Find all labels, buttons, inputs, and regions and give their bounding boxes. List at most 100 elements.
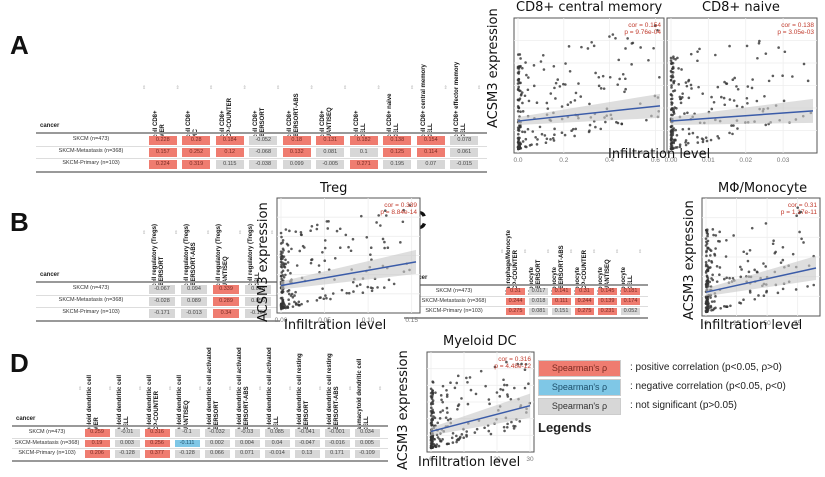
sort-icon[interactable]: ⇕ xyxy=(142,85,147,92)
sort-icon[interactable]: ⇕ xyxy=(309,85,314,92)
data-point xyxy=(505,383,509,387)
row-divider xyxy=(36,146,487,147)
data-point xyxy=(701,138,705,141)
sort-icon[interactable]: ⇕ xyxy=(569,248,574,255)
sort-icon[interactable]: ⇕ xyxy=(410,85,415,92)
sort-icon[interactable]: ⇕ xyxy=(443,85,448,92)
sort-icon[interactable]: ⇕ xyxy=(242,85,247,92)
data-point xyxy=(670,128,673,132)
data-point xyxy=(716,134,719,138)
column-header[interactable]: T cell CD8+ effector memory XCELL xyxy=(454,61,467,143)
data-point xyxy=(704,260,708,264)
sort-icon[interactable]: ⇕ xyxy=(288,386,293,392)
data-point xyxy=(679,101,683,105)
data-point xyxy=(516,362,520,366)
sort-icon[interactable]: ⇕ xyxy=(615,248,620,255)
data-point xyxy=(686,141,690,145)
data-point xyxy=(431,446,434,449)
column-header[interactable]: Myeloid dendritic cell activated CIBERSO… xyxy=(237,347,250,436)
data-point xyxy=(718,230,721,234)
sort-icon[interactable]: ⇕ xyxy=(318,386,323,392)
data-point xyxy=(617,58,621,62)
data-point xyxy=(705,298,709,302)
data-point xyxy=(552,111,555,115)
correlation-cell: 0.231 xyxy=(598,308,617,315)
data-point xyxy=(300,302,303,306)
correlation-cell: -0.067 xyxy=(149,285,175,294)
sort-icon[interactable]: ⇕ xyxy=(206,230,211,237)
sort-icon[interactable]: ⇕ xyxy=(546,248,551,255)
data-point xyxy=(554,81,558,85)
data-point xyxy=(431,408,434,412)
sort-icon[interactable]: ⇕ xyxy=(500,248,505,255)
column-header[interactable]: Myeloid dendritic cell activated XCELL xyxy=(267,347,280,436)
data-point xyxy=(706,308,710,312)
data-point xyxy=(323,239,327,242)
data-point xyxy=(446,411,449,414)
sort-icon[interactable]: ⇕ xyxy=(348,386,353,392)
data-point xyxy=(670,140,673,144)
data-point xyxy=(309,229,312,233)
data-point xyxy=(516,87,520,91)
data-point xyxy=(281,298,285,302)
sort-icon[interactable]: ⇕ xyxy=(138,386,143,392)
data-point xyxy=(678,115,682,119)
sort-icon[interactable]: ⇕ xyxy=(238,230,243,237)
column-header[interactable]: Myeloid dendritic cell resting CIBERSORT xyxy=(297,353,310,436)
data-point xyxy=(669,93,673,96)
data-point xyxy=(608,75,612,79)
data-point xyxy=(430,418,433,422)
data-point xyxy=(715,264,719,268)
data-point xyxy=(431,400,434,404)
data-point xyxy=(710,107,714,111)
sort-icon[interactable]: ⇕ xyxy=(376,85,381,92)
data-point xyxy=(431,445,434,449)
data-point xyxy=(639,46,642,49)
sort-icon[interactable]: ⇕ xyxy=(477,85,482,92)
column-header[interactable]: Myeloid dendritic cell resting CIBERSORT… xyxy=(327,353,340,436)
data-point xyxy=(545,113,549,116)
correlation-cell: -0.109 xyxy=(354,450,380,458)
data-point xyxy=(318,296,321,300)
data-point xyxy=(531,130,535,133)
data-point xyxy=(708,280,712,284)
data-point xyxy=(429,435,433,439)
data-point xyxy=(385,266,389,270)
data-point xyxy=(669,108,673,112)
data-point xyxy=(689,52,693,56)
sort-icon[interactable]: ⇕ xyxy=(276,85,281,92)
sort-icon[interactable]: ⇕ xyxy=(523,248,528,255)
sort-icon[interactable]: ⇕ xyxy=(142,230,147,237)
sort-icon[interactable]: ⇕ xyxy=(378,386,383,392)
data-point xyxy=(431,399,435,402)
sort-icon[interactable]: ⇕ xyxy=(198,386,203,392)
sort-icon[interactable]: ⇕ xyxy=(175,85,180,92)
data-point xyxy=(525,411,528,414)
correlation-cell: 0.316 xyxy=(144,429,170,437)
data-point xyxy=(728,131,731,135)
data-point xyxy=(713,292,717,295)
sort-icon[interactable]: ⇕ xyxy=(108,386,113,392)
sort-icon[interactable]: ⇕ xyxy=(78,386,83,392)
sort-icon[interactable]: ⇕ xyxy=(209,85,214,92)
data-point xyxy=(545,101,549,105)
data-point xyxy=(516,66,520,70)
data-point xyxy=(402,208,405,212)
sort-icon[interactable]: ⇕ xyxy=(270,230,275,237)
data-point xyxy=(519,81,522,85)
sort-icon[interactable]: ⇕ xyxy=(343,85,348,92)
sort-icon[interactable]: ⇕ xyxy=(592,248,597,255)
correlation-cell: 0.081 xyxy=(316,148,345,157)
sort-icon[interactable]: ⇕ xyxy=(228,386,233,392)
data-point xyxy=(513,386,516,390)
sort-icon[interactable]: ⇕ xyxy=(258,386,263,392)
sort-icon[interactable]: ⇕ xyxy=(168,386,173,392)
column-header[interactable]: Myeloid dendritic cell activated CIBERSO… xyxy=(207,347,220,436)
plot-frame xyxy=(701,197,821,317)
data-point xyxy=(431,434,435,437)
data-point xyxy=(280,302,283,306)
sort-icon[interactable]: ⇕ xyxy=(174,230,179,237)
sort-icon[interactable]: ⇕ xyxy=(638,248,643,255)
data-point xyxy=(430,444,433,448)
data-point xyxy=(669,117,673,120)
